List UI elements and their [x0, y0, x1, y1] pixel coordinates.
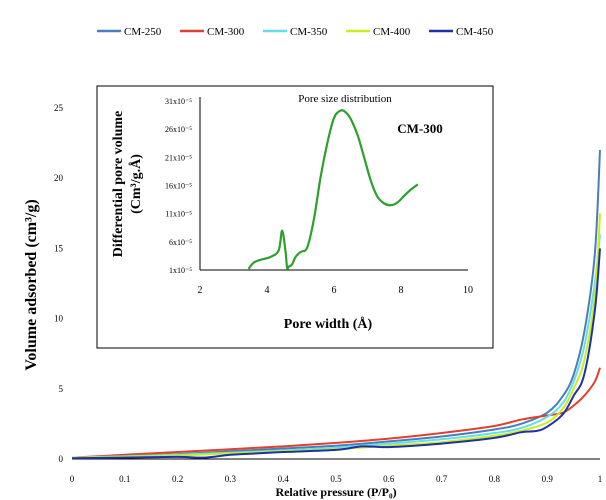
inset-x-tick-label: 2: [198, 285, 203, 296]
main-y-tick-label: 10: [54, 314, 64, 324]
inset-x-axis-title: Pore width (Å): [284, 316, 373, 332]
inset-x-tick-label: 10: [463, 285, 473, 296]
main-x-tick-label: 0.7: [436, 474, 448, 484]
main-y-ticks: 0 5 10 15 20 25: [54, 103, 64, 464]
chart-legend: CM-250 CM-300 CM-350 CM-400 CM-450: [97, 26, 494, 38]
inset-y-tick-label: 16x10⁻⁵: [165, 182, 192, 191]
inset-y-tick-label: 21x10⁻⁵: [165, 153, 192, 162]
inset-x-tick-label: 6: [332, 285, 337, 296]
main-y-tick-label: 15: [54, 243, 64, 253]
inset-series-line: [247, 109, 419, 270]
inset-x-ticks: 2 4 6 8 10: [198, 285, 474, 296]
main-x-tick-label: 0.1: [119, 474, 130, 484]
inset-y-tick-label: 31x10⁻⁵: [165, 97, 192, 106]
series-line-cm-400: [71, 213, 601, 459]
main-x-axis-title: Relative pressure (P/P₀): [275, 485, 396, 499]
legend-label: CM-250: [124, 26, 162, 38]
main-x-tick-label: 1: [598, 474, 603, 484]
main-x-tick-label: 0.4: [278, 474, 290, 484]
inset-chart: 1x10⁻⁵ 6x10⁻⁵ 11x10⁻⁵ 16x10⁻⁵ 21x10⁻⁵ 26x10⁻⁵…: [96, 85, 494, 349]
main-x-ticks: 0 0.1 0.2 0.3 0.4 0.5 0.6 0.7 0.8 0.9 1: [70, 474, 603, 484]
inset-x-tick-label: 8: [399, 285, 404, 296]
main-x-tick-label: 0.2: [172, 474, 183, 484]
main-series: [71, 150, 601, 460]
main-x-tick-label: 0.6: [383, 474, 395, 484]
inset-y-tick-label: 1x10⁻⁵: [169, 266, 192, 275]
main-x-tick-label: 0.3: [225, 474, 237, 484]
inset-y-ticks: 1x10⁻⁵ 6x10⁻⁵ 11x10⁻⁵ 16x10⁻⁵ 21x10⁻⁵ 26x10⁻⁵…: [165, 97, 192, 275]
main-y-tick-label: 20: [54, 173, 64, 183]
series-line-cm-250: [71, 150, 601, 459]
inset-y-axis-units: (Cm³/g.Å): [128, 154, 144, 214]
main-x-tick-label: 0.9: [542, 474, 554, 484]
main-x-tick-label: 0.5: [330, 474, 342, 484]
inset-y-tick-label: 26x10⁻⁵: [165, 125, 192, 134]
legend-label: CM-400: [373, 26, 411, 38]
legend-label: CM-300: [207, 26, 245, 38]
inset-series: [247, 109, 419, 270]
main-y-tick-label: 5: [59, 384, 64, 394]
inset-y-tick-label: 6x10⁻⁵: [169, 238, 192, 247]
series-line-cm-300: [71, 367, 601, 459]
series-line-cm-450: [71, 248, 601, 460]
legend-label: CM-450: [456, 26, 494, 38]
main-y-axis-title: Volume adsorbed (cm³/g): [23, 199, 40, 370]
inset-title: Pore size distribution: [298, 93, 392, 105]
inset-x-tick-label: 4: [265, 285, 270, 296]
inset-annotation: CM-300: [397, 121, 443, 136]
main-y-tick-label: 25: [54, 103, 64, 113]
inset-y-axis-title: Differential pore volume: [111, 111, 126, 257]
inset-y-tick-label: 11x10⁻⁵: [165, 210, 192, 219]
main-x-tick-label: 0: [70, 474, 75, 484]
legend-label: CM-350: [290, 26, 328, 38]
main-x-tick-label: 0.8: [489, 474, 501, 484]
inset-frame: [96, 85, 494, 349]
main-y-tick-label: 0: [59, 454, 64, 464]
